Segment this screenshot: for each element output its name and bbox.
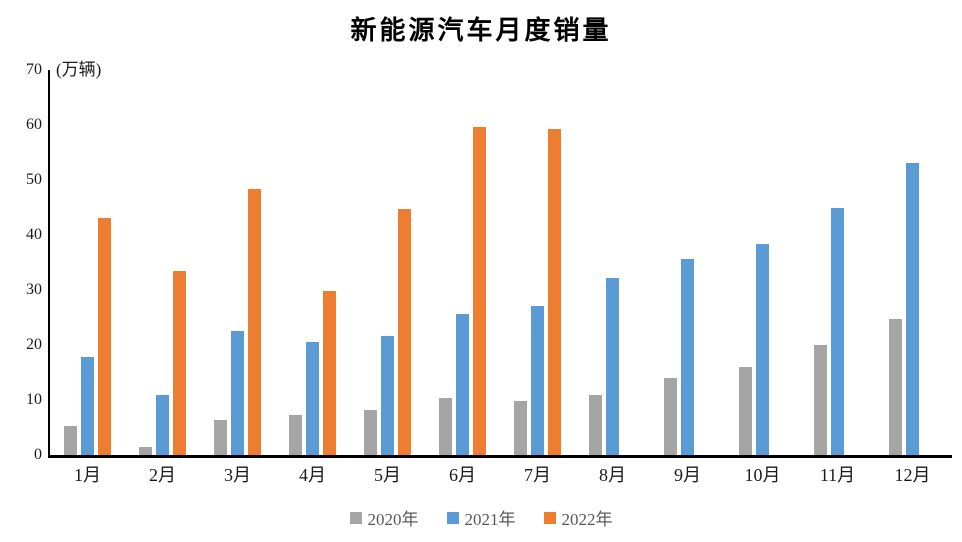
y-axis-tick-label: 10 — [26, 391, 42, 408]
bar-2020年-4月 — [289, 415, 302, 455]
y-axis-tick-label: 0 — [34, 446, 42, 463]
bar-2020年-8月 — [589, 395, 602, 455]
y-axis-tick-label: 40 — [26, 226, 42, 243]
bar-2021年-5月 — [381, 335, 394, 455]
chart-title: 新能源汽车月度销量 — [350, 16, 612, 45]
bar-2022年-6月 — [473, 127, 486, 455]
x-axis-label: 1月 — [74, 465, 101, 485]
x-axis-label: 9月 — [674, 465, 701, 485]
legend-label: 2022年 — [561, 510, 613, 529]
bar-2020年-1月 — [64, 425, 77, 455]
y-axis-tick-label: 50 — [26, 171, 42, 188]
bar-2021年-11月 — [831, 207, 844, 455]
bar-2020年-12月 — [889, 318, 902, 455]
bar-2020年-9月 — [664, 378, 677, 455]
bar-2021年-2月 — [156, 394, 169, 455]
bar-2022年-1月 — [98, 217, 111, 455]
bar-2020年-2月 — [139, 446, 152, 455]
x-axis-label: 6月 — [449, 465, 476, 485]
legend-item-2021年: 2021年 — [446, 505, 516, 530]
bar-2020年-6月 — [439, 397, 452, 455]
bar-2020年-3月 — [214, 419, 227, 455]
x-axis-label: 2月 — [149, 465, 176, 485]
legend-swatch-2020年 — [349, 511, 362, 524]
y-axis-unit-label: (万辆) — [56, 60, 102, 79]
legend-swatch-2021年 — [446, 511, 459, 524]
x-axis-label: 7月 — [524, 465, 551, 485]
y-axis-line — [48, 70, 50, 457]
bar-2020年-10月 — [739, 367, 752, 455]
y-axis-tick-label: 70 — [26, 61, 42, 78]
legend-item-2020年: 2020年 — [349, 505, 419, 530]
x-axis-label: 10月 — [744, 465, 781, 485]
x-axis-label: 5月 — [374, 465, 401, 485]
bar-2021年-9月 — [681, 258, 694, 455]
bar-2022年-5月 — [398, 209, 411, 455]
bar-2022年-2月 — [173, 271, 186, 455]
legend-item-2022年: 2022年 — [543, 505, 613, 530]
chart-legend: 2020年 2021年 2022年 — [0, 505, 962, 530]
bar-2021年-4月 — [306, 341, 319, 455]
bar-2020年-7月 — [514, 401, 527, 455]
bar-2022年-7月 — [548, 128, 561, 455]
legend-swatch-2022年 — [543, 511, 556, 524]
bar-2021年-12月 — [906, 162, 919, 455]
x-axis-label: 11月 — [819, 465, 856, 485]
legend-label: 2021年 — [464, 510, 516, 529]
y-axis-tick-label: 30 — [26, 281, 42, 298]
bar-2021年-8月 — [606, 278, 619, 455]
x-axis-label: 3月 — [224, 465, 251, 485]
bar-2020年-11月 — [814, 345, 827, 455]
y-axis-tick-label: 60 — [26, 116, 42, 133]
bar-2022年-3月 — [248, 188, 261, 455]
y-axis-tick-label: 20 — [26, 336, 42, 353]
x-axis-label: 8月 — [599, 465, 626, 485]
bar-2021年-1月 — [81, 356, 94, 455]
bar-2021年-7月 — [531, 305, 544, 455]
bar-2021年-6月 — [456, 314, 469, 455]
x-axis-line — [48, 455, 952, 458]
bar-2021年-3月 — [231, 330, 244, 455]
bar-2021年-10月 — [756, 244, 769, 455]
x-axis-label: 12月 — [894, 465, 931, 485]
legend-label: 2020年 — [367, 510, 419, 529]
x-axis-label: 4月 — [299, 465, 326, 485]
bar-2020年-5月 — [364, 409, 377, 455]
bar-2022年-4月 — [323, 290, 336, 455]
